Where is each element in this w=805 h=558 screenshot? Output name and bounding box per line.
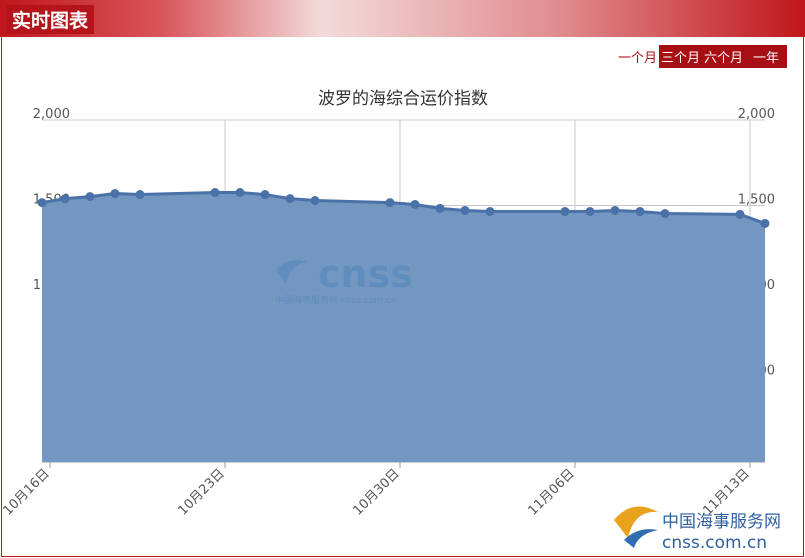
marker	[385, 198, 395, 208]
marker	[460, 205, 470, 215]
marker	[585, 206, 595, 216]
marker	[660, 209, 670, 219]
line	[41, 191, 766, 225]
x-tick-label: 10月16日	[0, 466, 52, 518]
range-button[interactable]: 三个月	[658, 45, 702, 68]
watermark: cnss 中国海事服务网 cnss.com.cn	[275, 252, 413, 306]
marker	[60, 194, 70, 204]
logo-name: 中国海事服务网	[662, 512, 781, 532]
watermark-icon	[276, 260, 308, 284]
watermark-brand: cnss	[318, 252, 413, 296]
watermark-text: 中国海事服务网 cnss.com.cn	[275, 294, 397, 306]
marker	[735, 209, 745, 219]
logo-icon	[614, 506, 658, 538]
marker	[235, 188, 245, 198]
y-tick-label: 2,000	[33, 107, 70, 122]
marker	[635, 206, 645, 216]
marker	[135, 190, 145, 200]
marker	[485, 206, 495, 216]
logo-url: cnss.com.cn	[662, 533, 767, 553]
marker	[435, 203, 445, 213]
x-tick-label: 11月13日	[700, 466, 752, 518]
marker	[760, 218, 770, 228]
x-tick-label: 10月30日	[350, 466, 402, 518]
marker	[85, 192, 95, 202]
frame	[1, 37, 804, 557]
header-title: 实时图表	[6, 5, 95, 34]
header: 实时图表	[0, 0, 805, 37]
logo: 中国海事服务网 cnss.com.cn	[614, 506, 781, 553]
area	[42, 192, 765, 462]
x-tick-label: 10月23日	[175, 466, 227, 518]
chart-title: 波罗的海综合运价指数	[318, 89, 488, 109]
marker	[560, 206, 570, 216]
marker	[210, 188, 220, 198]
marker	[310, 196, 320, 206]
marker	[260, 190, 270, 200]
range-button[interactable]: 六个月	[701, 45, 745, 68]
marker	[610, 205, 620, 215]
range-button[interactable]: 一个月	[615, 45, 659, 68]
y2-tick-label: 1,500	[738, 193, 775, 208]
range-buttons: 一个月 三个月 六个月 一年	[615, 45, 787, 68]
marker	[37, 198, 47, 208]
y2-tick-label: 2,000	[738, 107, 775, 122]
marker	[410, 199, 420, 209]
x-tick-label: 11月06日	[525, 466, 577, 518]
logo-icon	[624, 529, 658, 548]
marker	[285, 194, 295, 204]
marker	[110, 189, 120, 199]
range-button[interactable]: 一年	[744, 45, 787, 68]
